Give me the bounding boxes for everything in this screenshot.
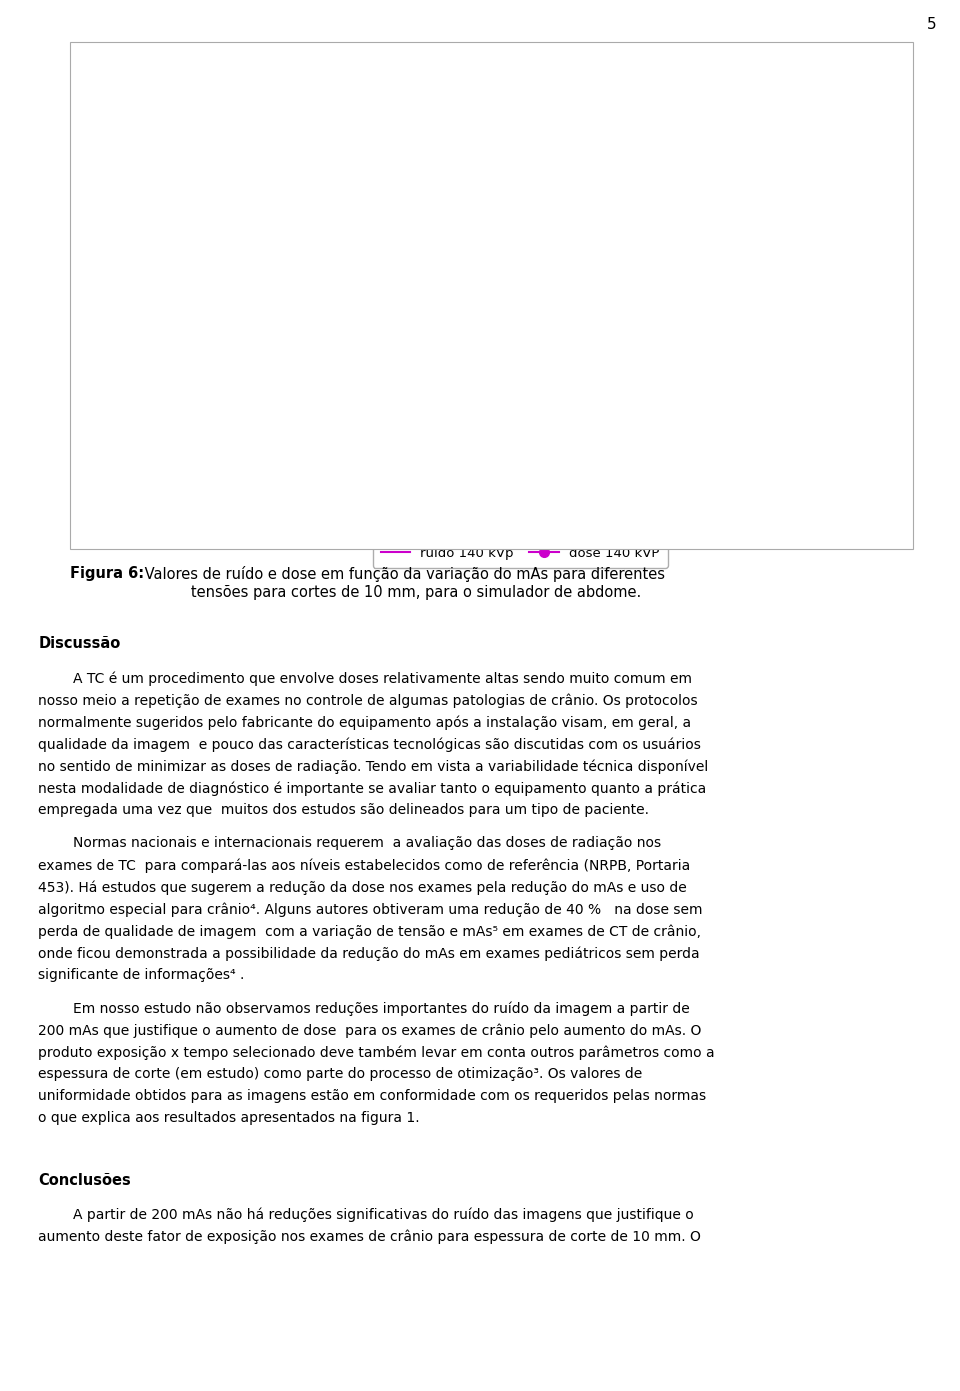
Text: significante de informações⁴ .: significante de informações⁴ . [38,968,245,982]
Text: o que explica aos resultados apresentados na figura 1.: o que explica aos resultados apresentado… [38,1111,420,1125]
Text: qualidade da imagem  e pouco das características tecnológicas são discutidas com: qualidade da imagem e pouco das caracter… [38,737,701,753]
Text: no sentido de minimizar as doses de radiação. Tendo em vista a variabilidade téc: no sentido de minimizar as doses de radi… [38,759,708,773]
Text: exames de TC  para compará-las aos níveis estabelecidos como de referência (NRPB: exames de TC para compará-las aos níveis… [38,858,690,874]
Text: Figura 6:: Figura 6: [70,566,144,581]
Text: 5: 5 [926,17,936,32]
Text: Discussão: Discussão [38,637,121,651]
Text: Valores de ruído e dose em função da variação do mAs para diferentes
           : Valores de ruído e dose em função da var… [140,566,665,600]
Legend: ruído 100 kVp, ruído120 kVp, ruído 140 kVp, dose 100 kVp, dose 120 kVp, dose 140: ruído 100 kVp, ruído120 kVp, ruído 140 k… [372,502,668,568]
Text: normalmente sugeridos pelo fabricante do equipamento após a instalação visam, em: normalmente sugeridos pelo fabricante do… [38,715,691,730]
X-axis label: mAs: mAs [502,453,539,469]
Text: Normas nacionais e internacionais requerem  a avaliação das doses de radiação no: Normas nacionais e internacionais requer… [38,836,661,850]
Y-axis label: Dose de xposição  (10$^{-5}$C/kg)
              e ruído (%): Dose de xposição (10$^{-5}$C/kg) e ruído… [73,163,108,359]
Text: uniformidade obtidos para as imagens estão em conformidade com os requeridos pel: uniformidade obtidos para as imagens est… [38,1089,707,1103]
Text: A TC é um procedimento que envolve doses relativamente altas sendo muito comum e: A TC é um procedimento que envolve doses… [38,672,692,686]
Text: onde ficou demonstrada a possibilidade da redução do mAs em exames pediátricos s: onde ficou demonstrada a possibilidade d… [38,946,700,961]
Text: algoritmo especial para crânio⁴. Alguns autores obtiveram uma redução de 40 %   : algoritmo especial para crânio⁴. Alguns … [38,903,703,917]
Text: produto exposição x tempo selecionado deve também levar em conta outros parâmetr: produto exposição x tempo selecionado de… [38,1045,715,1060]
Text: aumento deste fator de exposição nos exames de crânio para espessura de corte de: aumento deste fator de exposição nos exa… [38,1230,701,1245]
Text: Conclusões: Conclusões [38,1173,132,1188]
Text: empregada uma vez que  muitos dos estudos são delineados para um tipo de pacient: empregada uma vez que muitos dos estudos… [38,804,649,818]
Text: nesta modalidade de diagnóstico é importante se avaliar tanto o equipamento quan: nesta modalidade de diagnóstico é import… [38,782,707,796]
Text: nosso meio a repetição de exames no controle de algumas patologias de crânio. Os: nosso meio a repetição de exames no cont… [38,694,698,708]
Text: Em nosso estudo não observamos reduções importantes do ruído da imagem a partir : Em nosso estudo não observamos reduções … [38,1002,690,1015]
Text: 200 mAs que justifique o aumento de dose  para os exames de crânio pelo aumento : 200 mAs que justifique o aumento de dose… [38,1024,702,1038]
Text: 453). Há estudos que sugerem a redução da dose nos exames pela redução do mAs e : 453). Há estudos que sugerem a redução d… [38,881,687,894]
Text: A partir de 200 mAs não há reduções significativas do ruído das imagens que just: A partir de 200 mAs não há reduções sign… [38,1207,694,1223]
Text: perda de qualidade de imagem  com a variação de tensão e mAs⁵ em exames de CT de: perda de qualidade de imagem com a varia… [38,925,702,939]
Text: espessura de corte (em estudo) como parte do processo de otimização³. Os valores: espessura de corte (em estudo) como part… [38,1067,642,1081]
